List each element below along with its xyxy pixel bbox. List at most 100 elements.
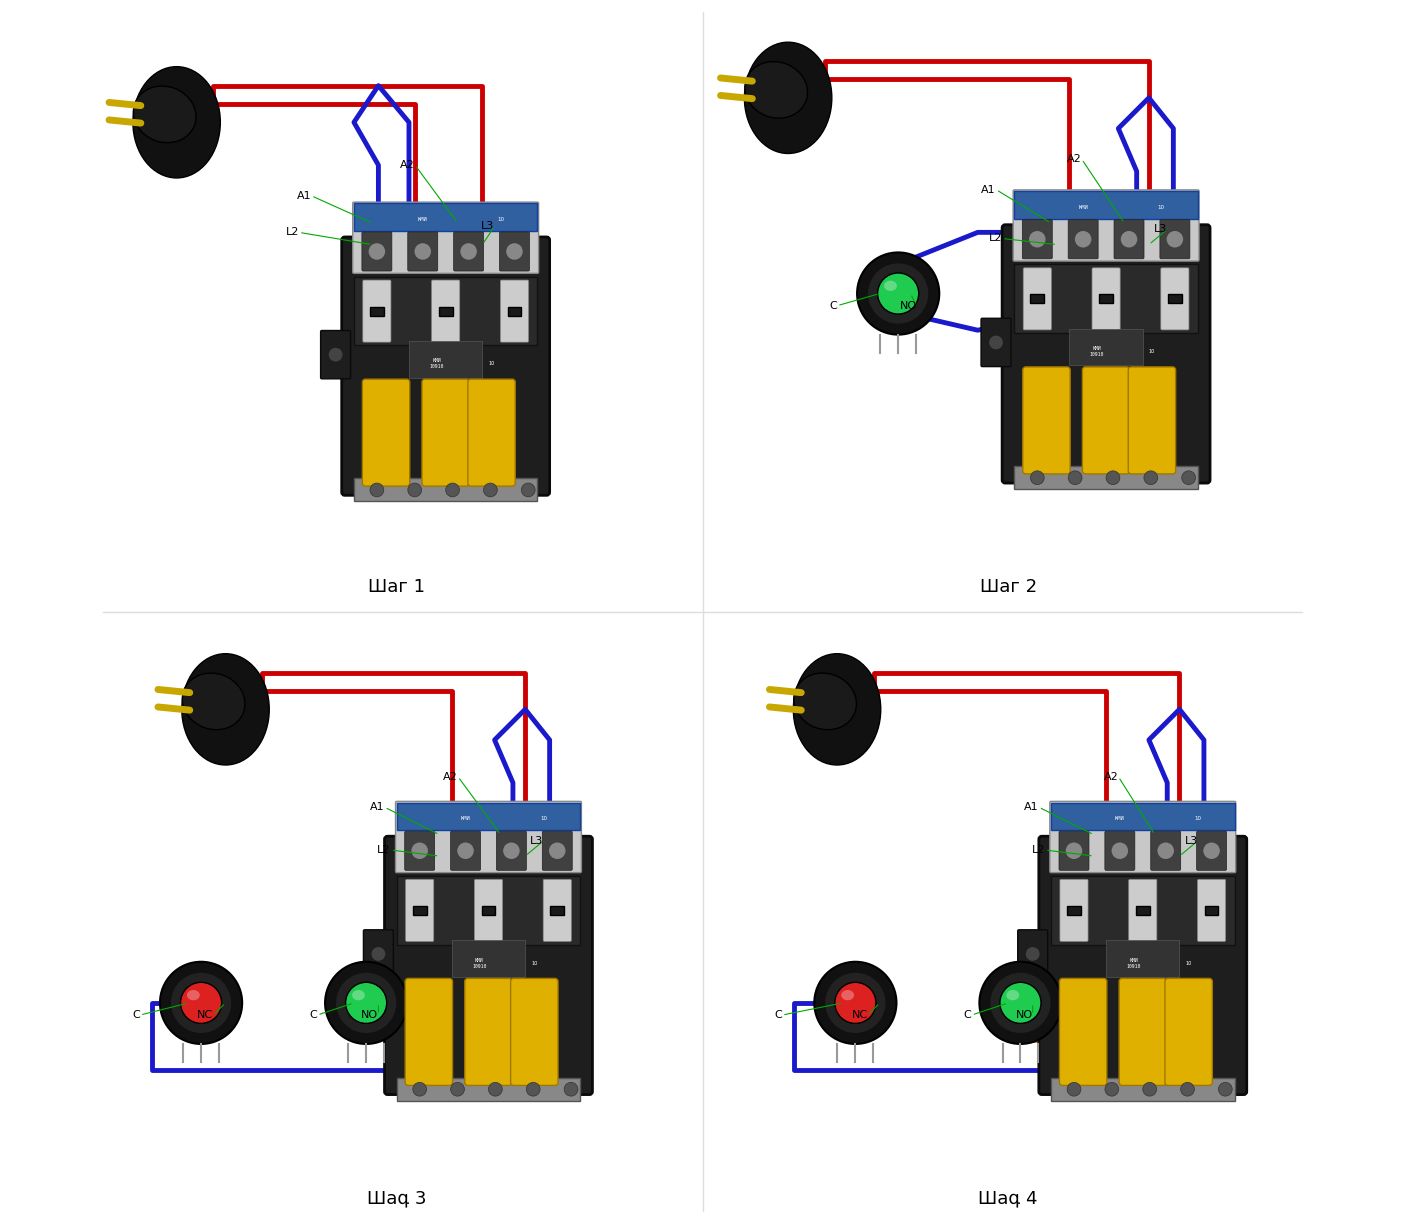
FancyBboxPatch shape [1128,879,1156,942]
FancyBboxPatch shape [500,232,530,272]
FancyBboxPatch shape [981,318,1012,367]
Circle shape [370,483,384,497]
Ellipse shape [1006,991,1019,1000]
Circle shape [506,243,523,259]
FancyBboxPatch shape [1023,220,1052,259]
Text: L2: L2 [285,227,299,237]
Circle shape [1142,1082,1156,1096]
Text: L3: L3 [1184,835,1198,846]
Text: C: C [309,1010,318,1020]
FancyBboxPatch shape [1082,367,1130,473]
Circle shape [457,843,473,859]
FancyBboxPatch shape [551,906,565,915]
FancyBboxPatch shape [475,879,503,942]
Text: A1: A1 [296,191,311,201]
FancyBboxPatch shape [1092,268,1120,330]
Circle shape [503,843,520,859]
Text: КМИ
10910: КМИ 10910 [1127,958,1141,969]
FancyBboxPatch shape [496,832,527,871]
Circle shape [368,243,385,259]
FancyBboxPatch shape [1051,876,1235,944]
FancyBboxPatch shape [1023,367,1071,473]
FancyBboxPatch shape [1017,929,1048,978]
Ellipse shape [353,991,365,1000]
FancyBboxPatch shape [396,876,580,944]
FancyBboxPatch shape [1030,295,1044,303]
Text: 10: 10 [489,361,495,367]
Circle shape [1203,843,1220,859]
Circle shape [451,1082,465,1096]
FancyBboxPatch shape [1050,801,1236,873]
Ellipse shape [133,86,197,143]
Text: 10: 10 [1158,204,1165,209]
Circle shape [1111,843,1128,859]
FancyBboxPatch shape [1114,220,1144,259]
Circle shape [1182,471,1196,484]
Text: C: C [774,1010,783,1020]
Circle shape [1144,471,1158,484]
FancyBboxPatch shape [1014,264,1198,333]
Ellipse shape [979,961,1062,1044]
Ellipse shape [183,673,244,730]
Text: КМИ: КМИ [1116,816,1125,821]
Ellipse shape [187,991,200,1000]
Text: C: C [132,1010,140,1020]
FancyBboxPatch shape [431,280,459,342]
Text: L2: L2 [378,845,391,855]
FancyBboxPatch shape [385,837,593,1095]
Ellipse shape [794,653,881,766]
FancyBboxPatch shape [1161,268,1189,330]
FancyBboxPatch shape [1023,268,1051,330]
Text: КМИ: КМИ [417,216,427,221]
Text: 10: 10 [1186,960,1191,966]
Circle shape [1121,231,1137,247]
Text: 10: 10 [497,216,504,221]
Text: 10: 10 [531,960,538,966]
Text: A2: A2 [443,772,458,781]
FancyBboxPatch shape [1104,832,1135,871]
FancyBboxPatch shape [354,478,537,501]
Ellipse shape [989,972,1051,1033]
FancyBboxPatch shape [451,832,481,871]
FancyBboxPatch shape [500,280,528,342]
FancyBboxPatch shape [362,379,410,486]
Text: A1: A1 [1024,802,1038,812]
FancyBboxPatch shape [341,237,549,495]
Text: Шаг 2: Шаг 2 [979,578,1037,596]
FancyBboxPatch shape [1197,832,1227,871]
Circle shape [1068,1082,1080,1096]
Ellipse shape [815,961,896,1044]
FancyBboxPatch shape [1161,220,1190,259]
Ellipse shape [745,61,808,119]
Circle shape [1075,231,1092,247]
FancyBboxPatch shape [1014,191,1198,219]
Ellipse shape [835,982,875,1024]
FancyBboxPatch shape [354,276,537,345]
FancyBboxPatch shape [407,232,438,272]
Circle shape [483,483,497,497]
Text: 10: 10 [1194,816,1201,821]
Circle shape [413,1082,427,1096]
FancyBboxPatch shape [1099,295,1113,303]
Circle shape [1030,471,1044,484]
Text: NO: NO [1016,1010,1033,1020]
Text: NC: NC [851,1010,868,1020]
FancyBboxPatch shape [438,307,452,316]
FancyBboxPatch shape [1013,190,1198,262]
Text: КМИ: КМИ [1078,204,1087,209]
FancyBboxPatch shape [422,379,469,486]
Text: КМИ
10910: КМИ 10910 [430,358,444,369]
FancyBboxPatch shape [1128,367,1176,473]
Ellipse shape [825,972,887,1033]
FancyBboxPatch shape [413,906,427,915]
FancyBboxPatch shape [409,341,482,378]
FancyBboxPatch shape [510,978,558,1086]
FancyBboxPatch shape [364,929,393,978]
Ellipse shape [1000,982,1041,1024]
FancyBboxPatch shape [396,1077,580,1101]
Text: A1: A1 [370,802,385,812]
FancyBboxPatch shape [362,232,392,272]
Text: 10: 10 [1149,349,1155,355]
Text: L3: L3 [1154,224,1168,235]
Circle shape [329,347,343,362]
